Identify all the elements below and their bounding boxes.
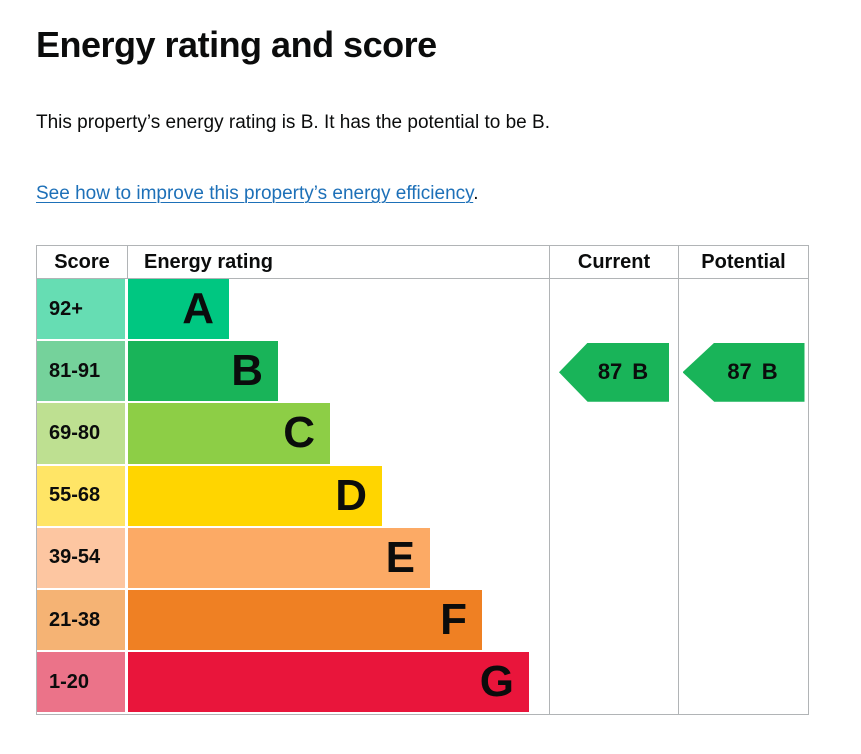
band-letter-d: D — [335, 470, 367, 520]
link-period: . — [473, 183, 479, 204]
score-range-d: 55-68 — [37, 465, 128, 528]
rating-band-bar-e: E — [128, 527, 430, 588]
band-letter-g: G — [479, 657, 514, 707]
rating-cell-a: A — [128, 279, 549, 341]
rating-band-bar-b: B — [128, 341, 278, 402]
potential-rating-arrow: 87 B — [682, 342, 805, 402]
band-letter-e: E — [385, 532, 415, 582]
rating-cell-g: G — [128, 652, 549, 714]
intro-text: This property’s energy rating is B. It h… — [36, 112, 550, 133]
score-range-b: 81-91 — [37, 341, 128, 404]
header-potential: Potential — [678, 246, 808, 279]
epc-page: Energy rating and score This property’s … — [36, 24, 825, 716]
header-current: Current — [549, 246, 678, 279]
potential-cell-a — [678, 279, 808, 342]
current-cell-c — [549, 403, 678, 466]
score-range-e: 39-54 — [37, 527, 128, 590]
current-cell-a — [549, 279, 678, 342]
rating-cell-d: D — [128, 465, 549, 528]
potential-cell-c — [678, 403, 808, 466]
potential-cell-b: 87 B — [678, 341, 808, 404]
header-score: Score — [37, 246, 128, 279]
improve-link-row: See how to improve this property’s energ… — [36, 181, 825, 206]
page-title: Energy rating and score — [36, 24, 437, 65]
rating-band-bar-c: C — [128, 403, 330, 464]
band-letter-c: C — [283, 408, 315, 458]
potential-letter: B — [761, 359, 778, 385]
current-letter: B — [632, 359, 649, 385]
rating-cell-e: E — [128, 527, 549, 590]
current-cell-g — [549, 652, 678, 715]
score-range-a: 92+ — [37, 279, 128, 342]
score-range-f: 21-38 — [37, 589, 128, 653]
band-letter-f: F — [440, 595, 467, 645]
potential-cell-d — [678, 465, 808, 528]
header-energy-rating: Energy rating — [128, 246, 549, 279]
current-cell-b: 87 B — [549, 341, 678, 404]
current-rating-arrow: 87 B — [559, 342, 669, 402]
rating-band-bar-d: D — [128, 465, 382, 526]
rating-band-bar-g: G — [128, 652, 529, 713]
rating-band-bar-a: A — [128, 279, 229, 340]
band-letter-b: B — [231, 346, 263, 396]
score-range-g: 1-20 — [37, 652, 128, 715]
energy-rating-chart: Score Energy rating Current Potential 92… — [36, 245, 809, 716]
potential-score: 87 — [727, 359, 752, 385]
band-letter-a: A — [182, 284, 214, 334]
potential-cell-g — [678, 652, 808, 715]
score-range-c: 69-80 — [37, 403, 128, 466]
improve-efficiency-link[interactable]: See how to improve this property’s energ… — [36, 183, 474, 204]
current-cell-d — [549, 465, 678, 528]
current-cell-e — [549, 527, 678, 590]
current-score: 87 — [597, 359, 623, 385]
rating-cell-b: B — [128, 341, 549, 403]
potential-cell-f — [678, 589, 808, 653]
rating-band-bar-f: F — [128, 589, 482, 651]
current-cell-f — [549, 589, 678, 653]
rating-cell-f: F — [128, 589, 549, 652]
potential-cell-e — [678, 527, 808, 590]
rating-cell-c: C — [128, 403, 549, 465]
